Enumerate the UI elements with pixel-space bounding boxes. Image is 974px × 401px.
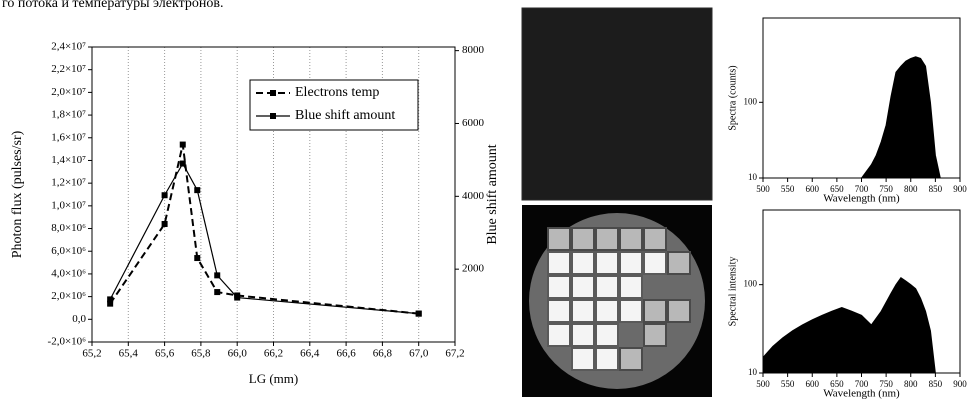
x-tick-label: 66,6	[336, 348, 356, 360]
y2-tick-label: 6000	[462, 117, 485, 129]
x-tick-label: 67,0	[409, 348, 429, 360]
spectrum-area	[763, 56, 941, 179]
x-tick-label: 900	[953, 184, 967, 194]
y-tick-label: 8,0×10⁶	[51, 222, 86, 234]
series-line	[109, 162, 419, 315]
x-tick-label: 67,2	[445, 348, 464, 360]
x-axis-label: Wavelength (nm)	[823, 388, 900, 400]
data-point	[107, 296, 114, 303]
x-tick-label: 65,4	[119, 348, 139, 360]
x-tick-label: 66,8	[373, 348, 393, 360]
x-tick-label: 900	[953, 379, 967, 389]
x-tick-label: 800	[904, 184, 918, 194]
x-tick-label: 650	[830, 379, 844, 389]
x-tick-label: 500	[756, 379, 770, 389]
x-tick-label: 65,8	[191, 348, 211, 360]
spectrum-area	[762, 276, 941, 374]
camera-image-bottom	[522, 205, 712, 397]
y-tick-label: 100	[744, 279, 758, 289]
y-tick-label: 100	[744, 96, 758, 106]
x-tick-label: 66,4	[300, 348, 320, 360]
legend-label: Blue shift amount	[295, 108, 395, 123]
x-tick-label: 66,0	[228, 348, 248, 360]
y-tick-label: 2,0×10⁶	[51, 290, 86, 302]
y-tick-label: 0,0	[72, 313, 86, 325]
x-tick-label: 65,2	[82, 348, 101, 360]
x-tick-label: 700	[855, 184, 869, 194]
data-point	[214, 272, 221, 279]
y2-tick-label: 4000	[462, 190, 485, 202]
plot-frame	[91, 46, 456, 343]
y-tick-label: -2,0×10⁶	[48, 336, 87, 348]
y-tick-label: 6,0×10⁶	[51, 245, 86, 257]
data-point	[161, 192, 168, 199]
data-point	[214, 289, 221, 296]
legend-marker	[270, 90, 276, 96]
x-tick-label: 600	[806, 184, 820, 194]
y-tick-label: 1,0×10⁷	[51, 199, 86, 211]
x-tick-label: 65,6	[155, 348, 175, 360]
y-tick-label: 10	[748, 367, 758, 377]
x-tick-label: 700	[855, 379, 869, 389]
legend-box	[249, 79, 419, 131]
y-tick-label: 2,2×10⁷	[51, 63, 86, 75]
data-point	[179, 141, 186, 148]
x-tick-label: 550	[781, 184, 795, 194]
x-tick-label: 500	[756, 184, 770, 194]
y-tick-label: 10	[748, 172, 758, 182]
x-tick-label: 650	[830, 184, 844, 194]
x-tick-label: 600	[806, 379, 820, 389]
y-tick-label: 1,4×10⁷	[51, 154, 86, 166]
x-tick-label: 750	[879, 379, 893, 389]
y-tick-label: 2,0×10⁷	[51, 86, 86, 98]
series-line	[109, 144, 419, 315]
x-tick-label: 750	[879, 184, 893, 194]
x-tick-label: 850	[929, 379, 943, 389]
y-axis-label: Photon flux (pulses/sr)	[10, 130, 25, 258]
x-axis-label: LG (mm)	[249, 371, 298, 386]
x-tick-label: 800	[904, 379, 918, 389]
legend-label: Electrons temp	[295, 85, 379, 100]
y-tick-label: 1,8×10⁷	[51, 109, 86, 121]
legend-marker	[270, 113, 276, 119]
data-point	[194, 255, 201, 262]
y-tick-label: 1,2×10⁷	[51, 177, 86, 189]
data-point	[107, 300, 114, 307]
x-axis-label: Wavelength (nm)	[823, 193, 900, 205]
data-point	[234, 294, 241, 301]
data-point	[415, 310, 422, 317]
x-tick-label: 850	[929, 184, 943, 194]
y-tick-label: 2,4×10⁷	[51, 41, 86, 53]
y-tick-label: 4,0×10⁶	[51, 267, 86, 279]
data-point	[161, 221, 168, 227]
data-point	[194, 187, 201, 194]
x-tick-label: 550	[781, 379, 795, 389]
y-axis-label: Spectral intensity	[727, 257, 738, 327]
caption: го потока и температуры электронов.	[2, 0, 223, 11]
y2-axis-label: Blue shift amount	[485, 144, 500, 244]
y-tick-label: 1,6×10⁷	[51, 131, 86, 143]
y2-tick-label: 2000	[462, 263, 485, 275]
y2-tick-label: 8000	[462, 44, 485, 56]
data-point	[179, 160, 186, 167]
x-tick-label: 66,2	[264, 348, 283, 360]
y-axis-label: Spectra (counts)	[727, 65, 738, 130]
camera-image-top	[521, 7, 713, 201]
